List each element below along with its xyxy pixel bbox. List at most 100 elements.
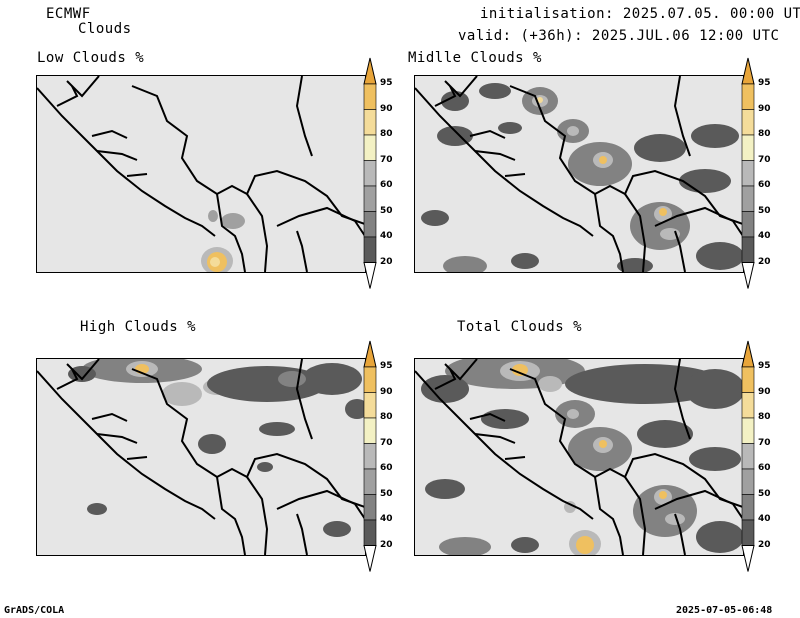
colorbar-band <box>363 185 377 212</box>
colorbar-tick-label: 70 <box>380 437 393 448</box>
cloud-shading <box>421 359 743 555</box>
panel-title-total: Total Clouds % <box>457 319 583 335</box>
colorbar-tick-label: 95 <box>758 361 771 371</box>
footer-timestamp: 2025-07-05-06:48 <box>676 605 773 616</box>
colorbar-band <box>741 443 755 470</box>
high-clouds-plot <box>37 359 365 555</box>
colorbar-low: 95 90 80 70 60 50 40 20 <box>362 56 422 296</box>
colorbar-tick-label: 70 <box>758 437 771 448</box>
colorbar-top-arrow <box>741 340 755 368</box>
panel-title-high: High Clouds % <box>80 319 197 335</box>
colorbar-band <box>741 109 755 136</box>
colorbar-tick-label: 20 <box>380 256 393 267</box>
footer-software: GrADS/COLA <box>4 605 65 616</box>
map-borders <box>415 359 743 555</box>
colorbar-bottom-arrow <box>363 545 377 572</box>
product-label: Clouds <box>78 21 132 37</box>
panel-title-middle: Midlle Clouds % <box>408 50 542 66</box>
colorbar-tick-label: 95 <box>380 361 393 371</box>
colorbar-tick-label: 40 <box>380 514 393 524</box>
colorbar-tick-label: 50 <box>380 488 393 499</box>
colorbar-tick-label: 80 <box>758 412 771 422</box>
colorbar-band <box>363 134 377 161</box>
colorbar-band <box>741 392 755 419</box>
colorbar-band <box>741 494 755 521</box>
colorbar-band <box>741 366 755 393</box>
colorbar-band <box>741 134 755 161</box>
colorbar-tick-label: 80 <box>380 129 393 139</box>
colorbar-tick-label: 70 <box>380 154 393 165</box>
panel-title-low: Low Clouds % <box>37 50 145 66</box>
colorbar-band <box>363 160 377 187</box>
valid-time-label: valid: (+36h): 2025.JUL.06 12:00 UTC <box>458 28 780 44</box>
total-clouds-plot <box>415 359 743 555</box>
model-label: ECMWF <box>46 6 91 22</box>
cloud-shading <box>68 359 365 537</box>
colorbar-tick-label: 40 <box>758 231 771 241</box>
colorbar-band <box>363 443 377 470</box>
colorbar-bottom-arrow <box>741 262 755 289</box>
colorbar-middle: 95 90 80 70 60 50 40 20 <box>740 56 800 296</box>
colorbar-graphic <box>741 57 755 289</box>
colorbar-band <box>363 211 377 238</box>
colorbar-tick-label: 95 <box>758 78 771 88</box>
colorbar-graphic <box>363 340 377 572</box>
colorbar-top-arrow <box>363 340 377 368</box>
colorbar-band <box>741 468 755 495</box>
colorbar-tick-label: 50 <box>380 205 393 216</box>
colorbar-tick-label: 20 <box>758 256 771 267</box>
colorbar-band <box>363 494 377 521</box>
colorbar-graphic <box>741 340 755 572</box>
colorbar-top-arrow <box>363 57 377 85</box>
map-borders <box>415 76 743 272</box>
colorbar-tick-label: 20 <box>380 539 393 550</box>
colorbar-tick-label: 60 <box>758 180 771 190</box>
colorbar-tick-label: 60 <box>758 463 771 473</box>
colorbar-band <box>363 366 377 393</box>
colorbar-tick-label: 90 <box>758 103 771 114</box>
map-borders <box>37 76 365 272</box>
colorbar-bottom-arrow <box>741 545 755 572</box>
colorbar-band <box>363 109 377 136</box>
colorbar-tick-label: 80 <box>758 129 771 139</box>
colorbar-band <box>741 160 755 187</box>
colorbar-top-arrow <box>741 57 755 85</box>
colorbar-tick-label: 90 <box>380 386 393 397</box>
colorbar-band <box>741 236 755 263</box>
map-borders <box>37 359 365 555</box>
colorbar-tick-label: 20 <box>758 539 771 550</box>
colorbar-tick-label: 40 <box>758 514 771 524</box>
colorbar-band <box>741 83 755 110</box>
map-middle-clouds <box>414 75 744 273</box>
colorbar-high: 95 90 80 70 60 50 40 20 <box>362 339 422 579</box>
cloud-shading <box>421 83 743 272</box>
initialisation-label: initialisation: 2025.07.05. 00:00 UTC <box>480 6 800 22</box>
map-high-clouds <box>36 358 366 556</box>
colorbar-band <box>741 519 755 546</box>
colorbar-tick-label: 80 <box>380 412 393 422</box>
colorbar-bottom-arrow <box>363 262 377 289</box>
colorbar-band <box>741 211 755 238</box>
map-total-clouds <box>414 358 744 556</box>
middle-clouds-plot <box>415 76 743 272</box>
colorbar-band <box>741 185 755 212</box>
colorbar-band <box>363 83 377 110</box>
colorbar-tick-label: 50 <box>758 488 771 499</box>
colorbar-tick-label: 60 <box>380 463 393 473</box>
colorbar-graphic <box>363 57 377 289</box>
colorbar-tick-label: 60 <box>380 180 393 190</box>
colorbar-tick-label: 70 <box>758 154 771 165</box>
colorbar-tick-label: 40 <box>380 231 393 241</box>
colorbar-tick-label: 90 <box>758 386 771 397</box>
colorbar-tick-label: 50 <box>758 205 771 216</box>
map-low-clouds <box>36 75 366 273</box>
colorbar-band <box>363 236 377 263</box>
colorbar-total: 95 90 80 70 60 50 40 20 <box>740 339 800 579</box>
colorbar-band <box>363 392 377 419</box>
colorbar-band <box>741 417 755 444</box>
colorbar-band <box>363 417 377 444</box>
colorbar-tick-label: 90 <box>380 103 393 114</box>
colorbar-band <box>363 468 377 495</box>
colorbar-tick-label: 95 <box>380 78 393 88</box>
cloud-shading <box>201 210 245 272</box>
